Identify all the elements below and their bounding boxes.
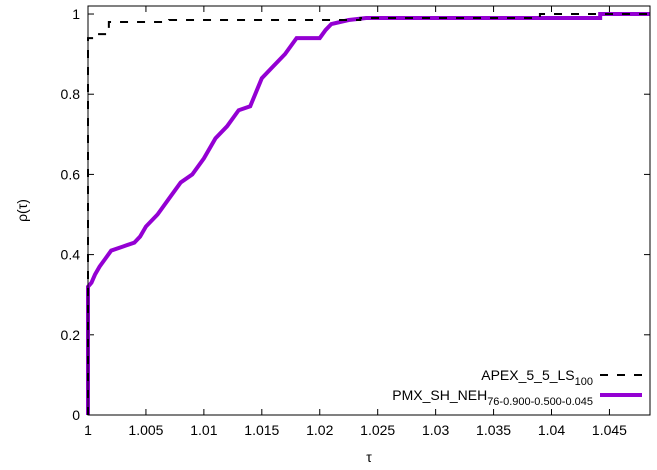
x-axis-label: τ: [366, 449, 372, 465]
legend-entry-apex-label: APEX_5_5_LS100: [481, 367, 593, 388]
x-tick-label: 1.03: [422, 422, 449, 438]
y-axis-ticks: 0 0.2 0.4 0.6 0.8 1: [61, 6, 650, 423]
legend: APEX_5_5_LS100PMX_SH_NEH76-0.900-0.500-0…: [392, 367, 642, 408]
legend-entry-apex-name: APEX_5_5_LS: [481, 367, 574, 383]
y-tick-label: 0.8: [61, 86, 81, 102]
x-tick-label: 1.04: [538, 422, 565, 438]
pmx-series-line: [88, 14, 650, 415]
y-tick-label: 0.4: [61, 247, 81, 263]
y-tick-label: 1: [72, 6, 80, 22]
x-tick-label: 1.01: [190, 422, 217, 438]
x-tick-label: 1.02: [306, 422, 333, 438]
series-layer: [88, 14, 650, 415]
x-tick-label: 1.035: [476, 422, 511, 438]
y-tick-label: 0: [72, 407, 80, 423]
plot-frame: [88, 6, 650, 415]
x-tick-label: 1.045: [592, 422, 627, 438]
legend-entry-apex-subscript: 100: [575, 376, 593, 388]
x-tick-label: 1.025: [360, 422, 395, 438]
y-tick-label: 0.2: [61, 327, 81, 343]
x-tick-label: 1.005: [128, 422, 163, 438]
x-tick-label: 1: [84, 422, 92, 438]
legend-entry-pmx-name: PMX_SH_NEH: [392, 387, 487, 403]
x-tick-label: 1.015: [244, 422, 279, 438]
legend-entry-pmx-label: PMX_SH_NEH76-0.900-0.500-0.045: [392, 387, 593, 408]
legend-entry-pmx-subscript: 76-0.900-0.500-0.045: [487, 396, 593, 408]
apex-series-line: [88, 14, 650, 415]
y-axis-label: ρ(τ): [14, 199, 30, 222]
y-tick-label: 0.6: [61, 166, 81, 182]
